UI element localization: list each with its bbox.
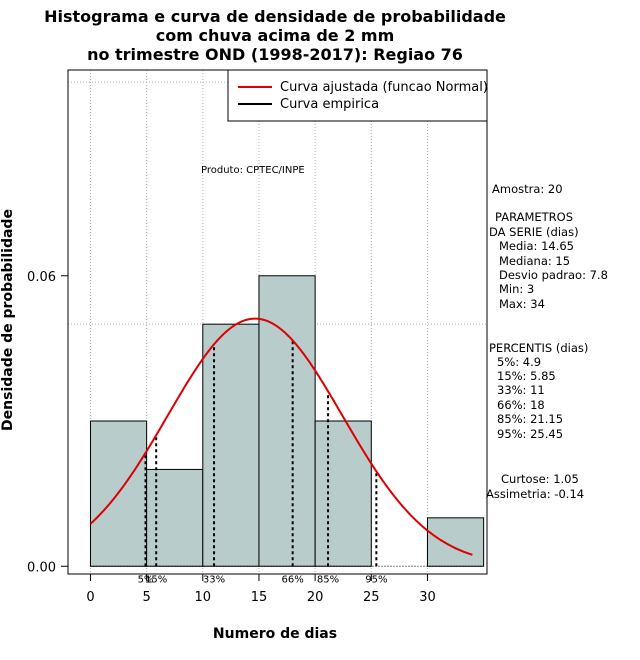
histogram-bar	[146, 468, 204, 567]
y-axis: 0.00 0.06	[27, 270, 69, 575]
percentile-label: 85%	[317, 574, 339, 585]
stat-assimetria: Assimetria: -0.14	[486, 487, 584, 501]
legend-box	[227, 69, 488, 122]
histogram-bars	[89, 275, 485, 567]
stat-mediana: Mediana: 15	[499, 254, 570, 268]
stat-param-title-1: PARAMETROS	[495, 210, 573, 224]
x-tick-label: 10	[195, 590, 212, 605]
percentile-label: 5%	[138, 574, 154, 585]
stats-panel: Amostra: 20 PARAMETROS DA SERIE (dias) M…	[486, 182, 608, 501]
stat-p33: 33%: 11	[497, 383, 545, 397]
x-tick-label: 15	[251, 590, 268, 605]
percentile-label: 15%	[145, 574, 167, 585]
x-tick-label: 25	[363, 590, 380, 605]
stat-amostra: Amostra: 20	[492, 182, 563, 196]
normal-fit-curve	[89, 317, 473, 556]
product-annotation: Produto: CPTEC/INPE	[201, 165, 305, 176]
stat-curtose: Curtose: 1.05	[501, 472, 579, 486]
stat-media: Media: 14.65	[499, 239, 574, 253]
x-axis-label: Numero de dias	[213, 626, 337, 642]
y-tick-label: 0.06	[27, 270, 56, 285]
x-tick-label: 0	[86, 590, 94, 605]
histogram-bar	[258, 275, 316, 567]
histogram-bar	[202, 323, 260, 567]
percentile-lines	[144, 340, 378, 567]
stat-min: Min: 3	[499, 282, 534, 296]
stat-perc-title: PERCENTIS (dias)	[489, 341, 588, 355]
stat-p15: 15%: 5.85	[497, 369, 556, 383]
chart-title-line-2: com chuva acima de 2 mm	[156, 26, 395, 45]
legend-label-empirical: Curva empirica	[280, 97, 379, 112]
stat-param-title-2: DA SERIE (dias)	[489, 225, 579, 239]
percentile-label: 66%	[282, 574, 304, 585]
stat-max: Max: 34	[499, 297, 545, 311]
y-tick-label: 0.00	[27, 560, 56, 575]
percentile-labels: 5%15% 33% 66% 85% 95%	[138, 574, 388, 585]
legend-label-normal: Curva ajustada (funcao Normal)	[280, 80, 488, 95]
stat-p5: 5%: 4.9	[497, 355, 541, 369]
stat-p66: 66%: 18	[497, 398, 545, 412]
x-tick-label: 5	[142, 590, 150, 605]
histogram-bar	[314, 420, 372, 567]
percentile-label: 95%	[365, 574, 387, 585]
histogram-bar	[426, 517, 485, 567]
percentile-label: 33%	[203, 574, 225, 585]
chart-title-line-1: Histograma e curva de densidade de proba…	[44, 7, 506, 26]
x-axis: 0 5 10 15 20 25 30	[86, 573, 436, 605]
chart-title-line-3: no trimestre OND (1998-2017): Regiao 76	[87, 45, 463, 64]
stat-p95: 95%: 25.45	[497, 427, 563, 441]
x-tick-label: 20	[307, 590, 324, 605]
y-axis-label: Densidade de probabilidade	[0, 209, 16, 431]
legend: Curva ajustada (funcao Normal) Curva emp…	[227, 69, 488, 122]
x-tick-label: 30	[419, 590, 436, 605]
stat-desvio: Desvio padrao: 7.8	[499, 268, 608, 282]
stat-p85: 85%: 21.15	[497, 412, 563, 426]
